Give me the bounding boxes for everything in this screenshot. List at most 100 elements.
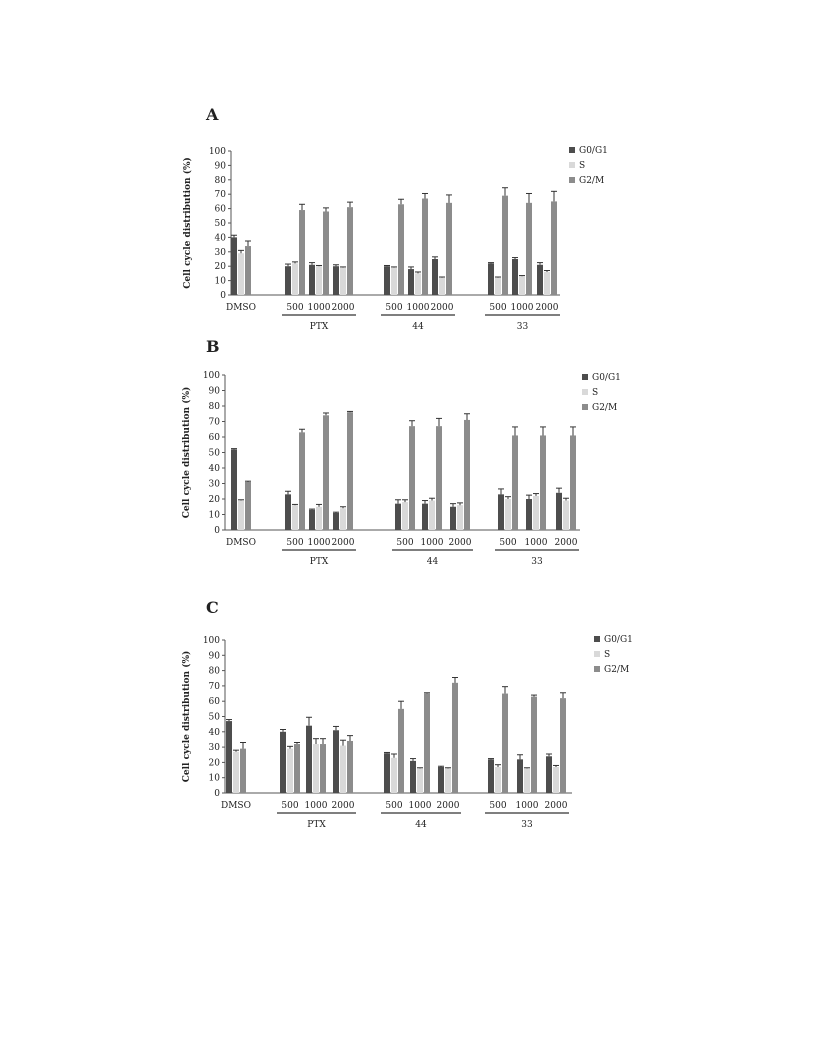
bar-g0-g1: [285, 494, 291, 530]
legend-swatch: [594, 651, 600, 657]
bar-g0-g1: [488, 263, 494, 295]
y-tick-label: 50: [209, 449, 221, 459]
bar-g0-g1: [408, 269, 414, 295]
group-label: PTX: [310, 322, 329, 332]
legend-swatch: [569, 147, 575, 153]
x-tick-label: 2000: [332, 801, 355, 811]
group-label: 33: [521, 820, 533, 830]
y-tick-label: 20: [215, 262, 227, 272]
y-tick-label: 30: [209, 480, 221, 490]
chart-panel-c: C Cell cycle distribution (%) 0 10 20 30 40 50 6…: [181, 598, 633, 830]
bar-s: [445, 768, 451, 793]
bar-s: [391, 267, 397, 295]
bar-g0-g1: [384, 753, 390, 793]
legend-swatch: [569, 177, 575, 183]
bar-g2-m: [551, 201, 557, 295]
bar-s: [391, 757, 397, 793]
bar-s: [292, 505, 298, 530]
x-tick-label: 500: [499, 538, 516, 548]
y-tick-label: 10: [209, 511, 221, 521]
y-tick-label: 50: [209, 713, 221, 723]
bar-g0-g1: [384, 266, 390, 295]
group-label: PTX: [307, 820, 326, 830]
y-tick-label: 0: [220, 291, 226, 301]
bar-g2-m: [464, 419, 470, 530]
x-tick-label: 500: [281, 801, 298, 811]
bar-g2-m: [502, 693, 508, 793]
bar-g2-m: [299, 432, 305, 530]
y-tick-label: 100: [209, 147, 226, 157]
y-tick-label: 20: [209, 758, 221, 768]
y-tick-label: 90: [215, 161, 227, 171]
panel-letter: C: [206, 598, 219, 617]
x-tick-label: 2000: [431, 303, 454, 313]
bar-g0-g1: [422, 503, 428, 530]
bar-s: [429, 500, 435, 530]
x-tick-label: 1000: [516, 801, 539, 811]
bar-s: [340, 508, 346, 530]
x-tick-label: 1000: [308, 303, 331, 313]
y-tick-label: 10: [215, 277, 227, 287]
x-tick-label: 1000: [305, 801, 328, 811]
y-tick-label: 80: [209, 667, 221, 677]
bar-s: [287, 748, 293, 793]
y-tick-label: 20: [209, 495, 221, 505]
bar-g0-g1: [333, 512, 339, 530]
bar-g0-g1: [450, 506, 456, 530]
bar-g2-m: [570, 435, 576, 530]
bar-g2-m: [398, 708, 404, 793]
y-tick-label: 30: [215, 248, 227, 258]
bar-g0-g1: [280, 731, 286, 793]
x-tick-label: 2000: [437, 801, 460, 811]
x-tick-label: DMSO: [221, 801, 251, 811]
chart-panel-b: B Cell cycle distribution (%) 0 10 20 30 40 50 6…: [181, 337, 621, 567]
x-tick-label: 2000: [555, 538, 578, 548]
bar-g0-g1: [526, 499, 532, 530]
bar-g0-g1: [333, 266, 339, 295]
bar-g2-m: [531, 696, 537, 793]
bar-g2-m: [245, 246, 251, 295]
legend-label: S: [592, 388, 598, 398]
bar-s: [316, 506, 322, 530]
legend-swatch: [582, 374, 588, 380]
legend-label: S: [604, 650, 610, 660]
y-tick-label: 90: [209, 387, 221, 397]
bar-s: [495, 277, 501, 295]
bar-g0-g1: [498, 494, 504, 530]
legend-swatch: [594, 636, 600, 642]
y-tick-label: 100: [203, 371, 220, 381]
group-label: PTX: [310, 557, 329, 567]
bar-s: [505, 499, 511, 530]
y-tick-label: 70: [209, 682, 221, 692]
bar-s: [417, 768, 423, 793]
x-tick-label: 500: [286, 538, 303, 548]
x-tick-label: 1000: [308, 538, 331, 548]
y-tick-label: 40: [209, 464, 221, 474]
legend-label: G0/G1: [579, 146, 608, 156]
y-tick-label: 40: [215, 233, 227, 243]
bar-g0-g1: [231, 237, 237, 295]
bar-g2-m: [294, 744, 300, 793]
x-tick-label: 500: [286, 303, 303, 313]
legend-label: G2/M: [592, 403, 617, 413]
bar-g2-m: [512, 435, 518, 530]
bar-s: [553, 766, 559, 793]
bar-g0-g1: [556, 492, 562, 530]
legend-label: G2/M: [579, 176, 604, 186]
group-label: 44: [427, 557, 439, 567]
x-tick-label: 1000: [409, 801, 432, 811]
bar-g2-m: [245, 481, 251, 530]
y-axis-label: Cell cycle distribution (%): [181, 387, 192, 519]
bar-s: [313, 744, 319, 793]
x-tick-label: 500: [489, 801, 506, 811]
y-tick-label: 50: [215, 219, 227, 229]
bar-s: [292, 263, 298, 295]
bar-s: [563, 500, 569, 530]
bar-s: [495, 766, 501, 793]
y-tick-label: 70: [215, 190, 227, 200]
bar-g0-g1: [231, 449, 237, 530]
bar-g2-m: [446, 202, 452, 295]
x-tick-label: DMSO: [226, 303, 256, 313]
group-label: 44: [412, 322, 424, 332]
